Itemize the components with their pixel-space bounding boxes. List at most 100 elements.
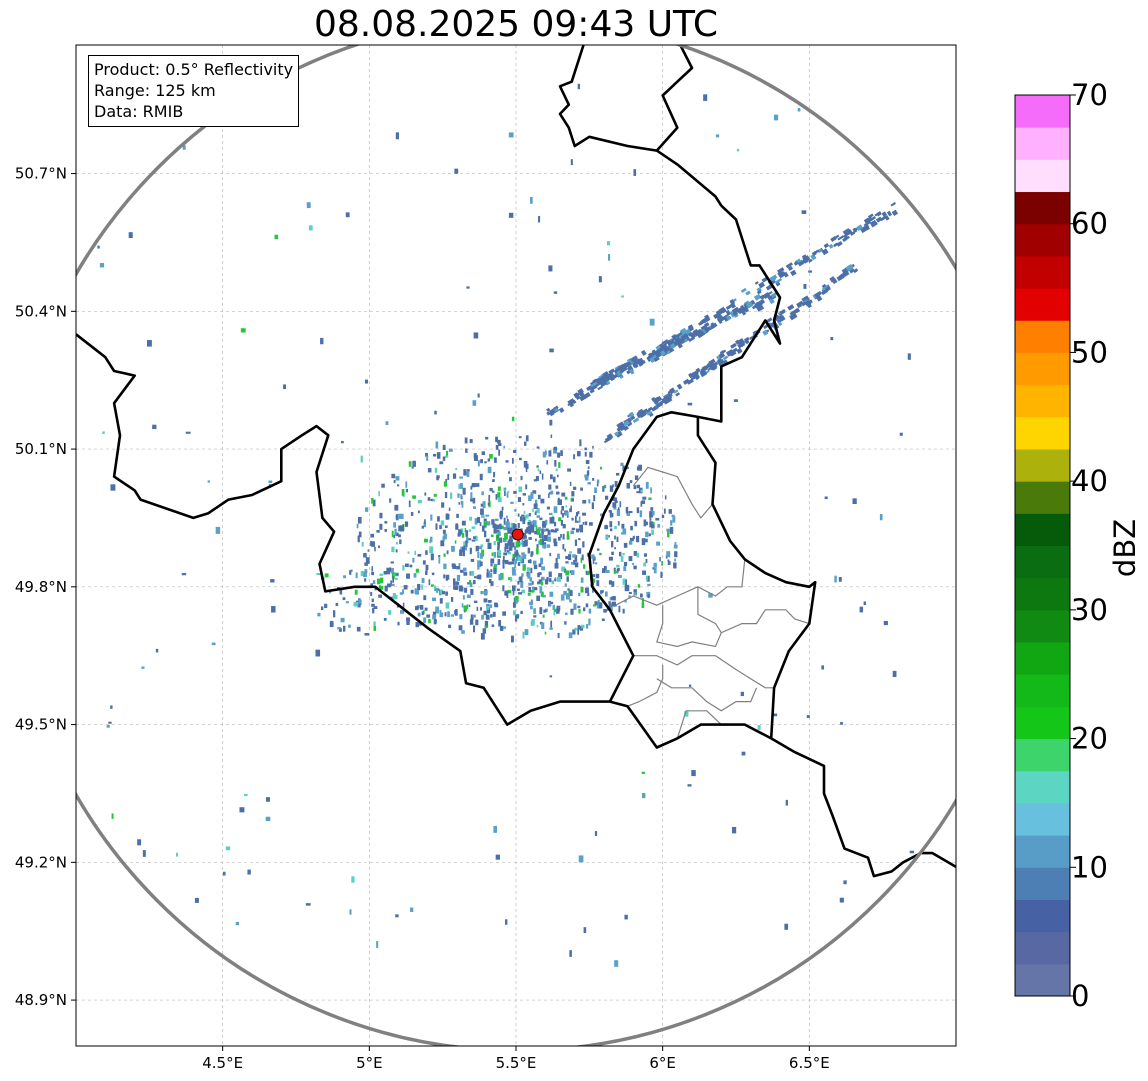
echo-cell [486,568,489,574]
echo-cell [439,598,443,604]
echo-cell [394,528,397,535]
echo-cell [623,561,628,567]
echo-cell [433,453,437,457]
echo-cell [370,592,373,596]
echo-cell [568,554,572,561]
echo-cell [483,518,487,524]
echo-cell [486,605,490,610]
echo-cell [623,542,628,548]
echo-cell [598,276,602,283]
echo-cell [538,563,542,568]
echo-cell [345,601,349,604]
echo-cell [464,610,466,613]
echo-cell [551,580,555,585]
echo-cell [558,517,562,522]
echo-cell [565,505,568,508]
echo-cell [384,521,388,524]
echo-cell [553,541,558,547]
echo-cell [512,556,515,561]
echo-cell [271,606,276,613]
echo-cell [572,554,576,558]
echo-cell [769,298,775,305]
echo-cell [585,603,589,608]
echo-cell [502,556,505,563]
echo-cell [633,565,637,570]
echo-cell [641,598,644,604]
echo-cell [477,393,480,398]
echo-cell [867,213,874,219]
echo-cell [549,591,554,597]
echo-cell [471,482,476,488]
echo-cell [622,608,625,614]
echo-cell [691,770,696,777]
echo-cell [439,461,444,465]
echo-cell [493,825,498,833]
echo-cell [852,227,858,233]
echo-cell [549,675,553,678]
echo-cell [660,350,666,357]
echo-cell [557,608,561,612]
echo-cell [517,556,522,561]
echo-cell [486,521,491,526]
echo-cell [385,421,389,426]
echo-cell [536,446,540,449]
echo-cell [468,604,471,607]
echo-cell [463,605,468,612]
echo-cell [335,603,339,607]
echo-cell [600,374,608,381]
echo-cell [342,625,346,632]
echo-cell [565,592,570,600]
lon-tick-label: 6°E [649,1054,676,1072]
echo-cell [426,455,429,461]
echo-cell [485,614,490,620]
echo-cell [371,497,374,504]
echo-cell [498,537,503,543]
echo-cell [550,601,554,605]
echo-cell [520,581,524,588]
echo-cell [572,629,576,635]
echo-cell [584,474,588,478]
echo-cell [613,507,617,510]
echo-cell [773,114,779,121]
echo-cell [633,485,637,490]
echo-cell [839,897,844,903]
echo-cell [372,580,376,585]
echo-cell [533,479,538,482]
echo-cell [415,590,420,595]
echo-cell [622,552,625,556]
echo-cell [521,535,526,539]
echo-cell [508,547,513,551]
echo-cell [470,614,474,620]
echo-cell [472,614,476,618]
echo-cell [610,606,613,612]
echo-cell [457,532,461,537]
echo-cell [477,517,481,522]
echo-cell [389,498,392,503]
echo-cell [790,269,797,277]
echo-cell [534,511,537,515]
echo-cell [738,308,744,314]
echo-cell [519,516,523,522]
echo-cell [547,529,551,536]
echo-cell [725,309,732,316]
echo-cell [507,551,511,555]
echo-cell [592,557,595,565]
echo-cell [522,503,525,506]
echo-cell [690,333,696,339]
echo-cell [455,468,458,471]
echo-cell [546,577,549,582]
echo-cell [575,394,581,400]
lon-tick-label: 4.5°E [202,1054,243,1072]
echo-cell [308,225,313,231]
echo-cell [503,526,508,531]
echo-cell [353,602,359,607]
echo-cell [553,530,558,533]
echo-cell [642,496,647,500]
echo-cell [442,591,446,595]
echo-cell [561,512,564,518]
echo-cell [521,552,525,556]
echo-cell [721,314,729,321]
echo-cell [405,488,408,493]
echo-cell [845,263,854,272]
